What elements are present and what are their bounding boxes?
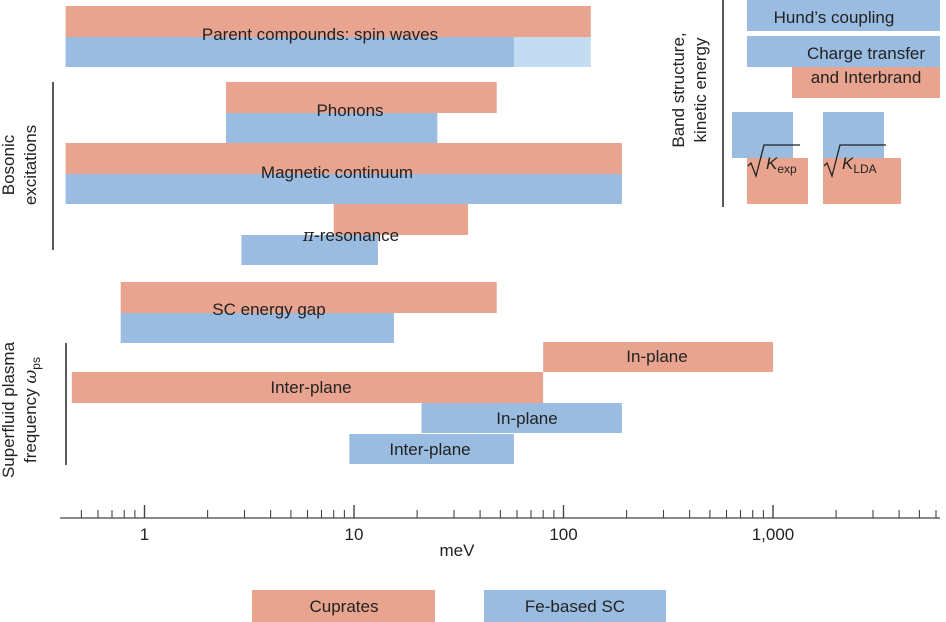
bar-scgap-cuprates (120, 282, 497, 313)
hunds-coupling-box (747, 0, 940, 31)
klda-label: KLDA (842, 154, 877, 176)
legend: Cuprates Fe-based SC (252, 590, 666, 622)
bar-spin-fe-ext (513, 37, 591, 67)
x-tick-label: 100 (549, 525, 577, 544)
bar-magcont-cuprates (65, 143, 622, 174)
label-spin-waves: Parent compounds: spin waves (202, 25, 438, 44)
omega-subscript: ps (29, 357, 43, 370)
charge-transfer-fe-box (747, 36, 940, 67)
band-label-line1: Band structure, (669, 32, 688, 147)
legend-label-fe: Fe-based SC (525, 597, 625, 616)
klda-sqrt-sign (823, 144, 886, 179)
klda-fe-box (823, 112, 884, 158)
legend-swatch-fe (484, 590, 666, 622)
bar-magcont-fe (65, 174, 622, 204)
bar-piresonance-fe (241, 235, 378, 265)
bar-plasma-inplane-fe (421, 403, 622, 433)
bosonic-label-line1: Bosonic (0, 134, 18, 195)
kexp-symbol: K (766, 154, 778, 173)
omega-symbol: ω (21, 370, 41, 384)
hunds-coupling-label: Hund’s coupling (774, 8, 895, 27)
group-annotations: Bosonic excitations Superfluid plasma fr… (0, 0, 724, 478)
kexp-sqrt-sign (747, 144, 800, 179)
plasma-label-line1: Superfluid plasma (0, 341, 18, 478)
x-axis-tick-labels: 1 10 100 1,000 (140, 525, 795, 544)
x-axis: 1 10 100 1,000 meV (60, 505, 940, 560)
kexp-cuprates-box (747, 158, 808, 204)
label-sc-energy-gap: SC energy gap (212, 300, 325, 319)
legend-swatch-cuprates (252, 590, 435, 622)
charge-transfer-cuprates-box (792, 67, 940, 98)
label-pi-resonance: π-resonance (302, 226, 399, 246)
pi-resonance-text: -resonance (314, 226, 399, 245)
label-magnetic-continuum: Magnetic continuum (261, 163, 413, 182)
plasma-label-line2: frequency ωps (21, 357, 43, 463)
label-plasma-inplane-cuprates: In-plane (626, 347, 687, 366)
x-tick-label: 1 (140, 525, 149, 544)
x-tick-label: 1,000 (752, 525, 795, 544)
klda-symbol: K (842, 154, 854, 173)
label-plasma-interplane-fe: Inter-plane (389, 440, 470, 459)
bar-spin-fe (65, 37, 514, 67)
bar-piresonance-cuprates (333, 204, 468, 235)
band-structure-panel: Hund’s coupling Charge transfer and Inte… (732, 0, 940, 204)
label-plasma-interplane-cuprates: Inter-plane (270, 378, 351, 397)
bar-phonons-fe (226, 113, 438, 143)
charge-transfer-label-line2: and Interbrand (811, 68, 922, 87)
bosonic-label-line2: excitations (21, 125, 40, 205)
klda-subscript: LDA (853, 162, 876, 176)
plasma-label-text: frequency (21, 388, 40, 463)
kexp-subscript: exp (777, 162, 797, 176)
bar-scgap-fe (120, 313, 394, 343)
klda-cuprates-box (823, 158, 901, 204)
bar-labels: Parent compounds: spin waves Phonons Mag… (202, 25, 688, 459)
x-axis-label: meV (440, 541, 476, 560)
bar-plasma-interplane-cuprates (71, 372, 544, 403)
pi-symbol: π (302, 226, 315, 246)
label-plasma-inplane-fe: In-plane (496, 409, 557, 428)
label-phonons: Phonons (316, 101, 383, 120)
bar-phonons-cuprates (226, 82, 497, 113)
bars-layer (65, 6, 773, 464)
legend-label-cuprates: Cuprates (310, 597, 379, 616)
band-label-line2: kinetic energy (691, 37, 710, 142)
kexp-label: Kexp (766, 154, 797, 176)
charge-transfer-label-line1: Charge transfer (807, 44, 925, 63)
bar-plasma-inplane-cuprates (543, 342, 773, 372)
bar-spin-cuprates (65, 6, 591, 38)
x-axis-ticks (80, 505, 937, 518)
bar-plasma-interplane-fe (349, 434, 514, 464)
x-tick-label: 10 (345, 525, 364, 544)
